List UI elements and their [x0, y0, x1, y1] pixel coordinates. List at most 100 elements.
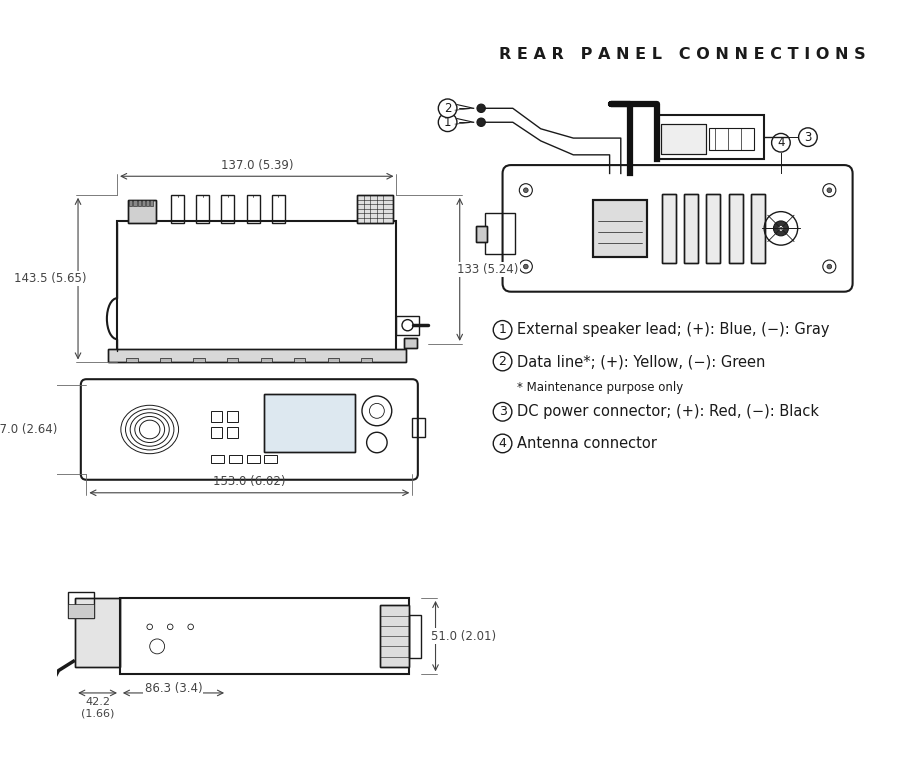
Bar — [265, 455, 277, 463]
Bar — [146, 200, 149, 206]
Circle shape — [438, 99, 457, 118]
FancyBboxPatch shape — [81, 379, 418, 480]
Bar — [129, 200, 157, 223]
Text: 4: 4 — [499, 437, 507, 450]
Text: 3: 3 — [805, 131, 812, 144]
Bar — [684, 194, 698, 263]
Bar — [126, 358, 138, 362]
Bar — [68, 604, 94, 619]
Circle shape — [773, 221, 788, 236]
Bar — [160, 358, 171, 362]
Bar — [412, 419, 426, 437]
Text: Data line*; (+): Yellow, (−): Green: Data line*; (+): Yellow, (−): Green — [517, 354, 765, 369]
Text: 2: 2 — [444, 102, 452, 115]
Bar — [729, 194, 742, 263]
Bar — [247, 195, 259, 223]
Bar — [404, 338, 417, 348]
Bar — [150, 200, 153, 206]
Circle shape — [827, 264, 832, 269]
Bar — [706, 194, 720, 263]
Text: DC power connector; (+): Red, (−): Black: DC power connector; (+): Red, (−): Black — [517, 404, 818, 419]
Bar — [709, 128, 754, 151]
Text: 2: 2 — [499, 355, 507, 368]
Circle shape — [438, 113, 457, 131]
Bar — [117, 221, 396, 351]
Bar — [108, 349, 406, 362]
Bar — [380, 605, 410, 667]
Bar — [662, 194, 676, 263]
Bar — [662, 194, 676, 263]
Bar — [684, 194, 698, 263]
Bar — [260, 358, 272, 362]
Text: 137.0 (5.39): 137.0 (5.39) — [220, 159, 293, 172]
Bar — [212, 411, 222, 422]
Circle shape — [778, 225, 784, 231]
Circle shape — [477, 104, 485, 112]
Bar — [247, 455, 259, 463]
Circle shape — [493, 403, 512, 421]
Circle shape — [477, 118, 485, 127]
Bar — [404, 338, 417, 348]
Text: 153.0 (6.02): 153.0 (6.02) — [213, 475, 285, 488]
Text: 67.0 (2.64): 67.0 (2.64) — [0, 423, 58, 436]
Text: 51.0 (2.01): 51.0 (2.01) — [431, 630, 496, 643]
Text: 133 (5.24): 133 (5.24) — [457, 263, 518, 276]
Bar — [68, 592, 94, 619]
Circle shape — [524, 188, 528, 193]
Bar — [138, 200, 141, 206]
Text: 1: 1 — [444, 116, 452, 129]
Bar — [593, 199, 647, 257]
Bar — [221, 195, 234, 223]
Bar — [227, 411, 239, 422]
Bar — [361, 358, 373, 362]
Text: Antenna connector: Antenna connector — [517, 436, 656, 451]
Circle shape — [798, 128, 817, 147]
Bar — [593, 199, 647, 257]
Bar — [133, 200, 137, 206]
Bar — [272, 195, 284, 223]
Bar — [212, 426, 222, 438]
Circle shape — [493, 352, 512, 371]
Text: 143.5 (5.65): 143.5 (5.65) — [14, 272, 86, 285]
Bar — [227, 358, 239, 362]
FancyBboxPatch shape — [502, 165, 852, 292]
Text: External speaker lead; (+): Blue, (−): Gray: External speaker lead; (+): Blue, (−): G… — [517, 322, 829, 338]
Bar — [120, 598, 409, 675]
Bar — [212, 455, 224, 463]
Bar — [410, 615, 420, 658]
Bar — [194, 358, 204, 362]
Circle shape — [771, 134, 790, 152]
Bar — [294, 358, 305, 362]
Bar — [76, 598, 120, 667]
Bar — [265, 394, 356, 452]
Bar — [171, 195, 184, 223]
Bar — [396, 316, 418, 335]
Bar — [657, 115, 764, 160]
Text: 86.3 (3.4): 86.3 (3.4) — [145, 681, 202, 694]
Bar — [40, 689, 51, 698]
Bar — [752, 194, 765, 263]
Bar — [357, 195, 392, 223]
Circle shape — [493, 434, 512, 453]
Bar — [129, 200, 157, 223]
Bar — [196, 195, 210, 223]
Bar — [661, 124, 706, 154]
Bar — [752, 194, 765, 263]
Bar — [729, 194, 742, 263]
Bar — [227, 426, 239, 438]
Bar — [485, 212, 515, 254]
Bar — [661, 124, 706, 154]
Bar — [706, 194, 720, 263]
Bar — [142, 200, 145, 206]
Text: 3: 3 — [499, 405, 507, 419]
Bar — [130, 200, 132, 206]
Text: R E A R   P A N E L   C O N N E C T I O N S: R E A R P A N E L C O N N E C T I O N S — [499, 47, 866, 62]
Text: 4: 4 — [778, 136, 785, 149]
Circle shape — [827, 188, 832, 193]
Bar — [475, 225, 487, 242]
Text: 42.2
(1.66): 42.2 (1.66) — [81, 697, 114, 718]
Bar — [108, 349, 406, 362]
Bar — [475, 225, 487, 242]
Circle shape — [524, 264, 528, 269]
Bar — [380, 605, 410, 667]
